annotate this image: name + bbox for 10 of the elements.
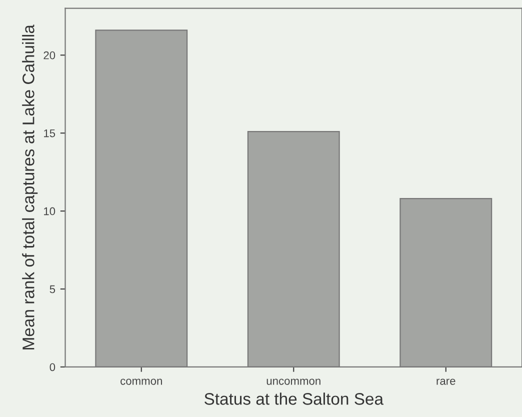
y-tick-label: 10 xyxy=(44,207,56,216)
x-tick-label: uncommon xyxy=(266,378,320,385)
y-tick-label: 20 xyxy=(44,51,56,60)
y-tick-label: 5 xyxy=(50,285,56,294)
x-tick-label: rare xyxy=(436,378,456,385)
x-tick-label: common xyxy=(120,378,162,385)
y-axis-title: Mean rank of total captures at Lake Cahuilla xyxy=(22,24,38,350)
x-axis-title: Status at the Salton Sea xyxy=(204,392,384,405)
y-tick-label: 15 xyxy=(44,129,56,138)
y-tick-label: 0 xyxy=(50,363,56,372)
